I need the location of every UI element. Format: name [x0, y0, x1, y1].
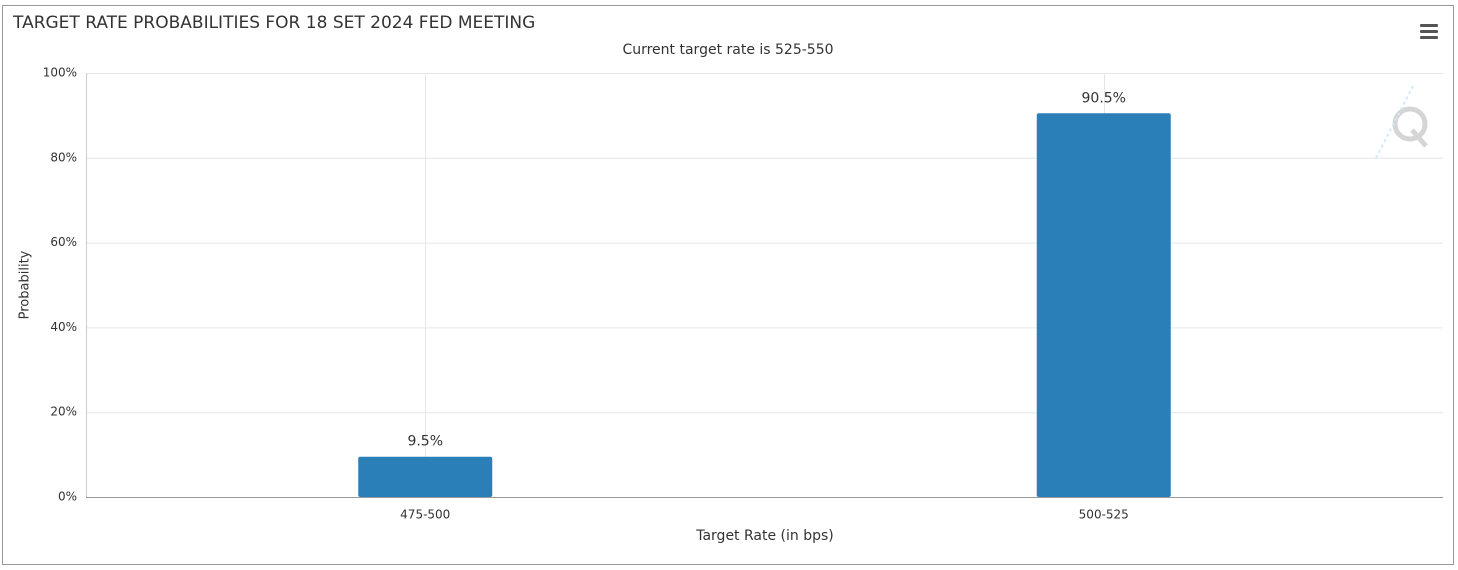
menu-bar [1420, 24, 1438, 27]
chart-frame [2, 5, 1454, 565]
menu-button[interactable] [1420, 24, 1438, 39]
logo-streak [1375, 83, 1415, 159]
y-tick-label: 0% [58, 490, 77, 504]
y-tick-label: 60% [50, 235, 77, 249]
x-tick-label: 500-525 [1079, 508, 1129, 522]
y-axis-label: Probability [18, 250, 33, 319]
y-tick-label: 100% [43, 66, 77, 80]
logo-ring [1392, 106, 1428, 142]
bar [358, 456, 493, 497]
data-label: 90.5% [1082, 90, 1126, 106]
x-axis-label: Target Rate (in bps) [695, 528, 834, 544]
chart-title: TARGET RATE PROBABILITIES FOR 18 SET 202… [12, 13, 535, 33]
watermark-logo [1375, 83, 1428, 159]
y-tick-label: 80% [50, 150, 77, 164]
bar [1036, 113, 1171, 497]
data-label: 9.5% [407, 434, 443, 450]
logo-tail [1410, 128, 1428, 148]
y-tick-label: 20% [50, 405, 77, 419]
y-tick-label: 40% [50, 320, 77, 334]
menu-bar [1420, 36, 1438, 39]
chart-subtitle: Current target rate is 525-550 [622, 42, 833, 58]
menu-bar [1420, 30, 1438, 33]
x-tick-label: 475-500 [400, 508, 450, 522]
